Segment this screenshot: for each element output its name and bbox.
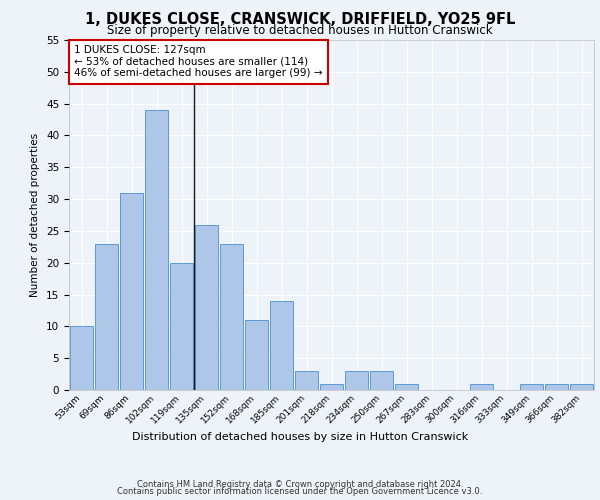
Text: Contains HM Land Registry data © Crown copyright and database right 2024.: Contains HM Land Registry data © Crown c… [137,480,463,489]
Text: 1 DUKES CLOSE: 127sqm
← 53% of detached houses are smaller (114)
46% of semi-det: 1 DUKES CLOSE: 127sqm ← 53% of detached … [74,46,323,78]
Bar [295,371,318,390]
Bar [570,384,593,390]
Text: Size of property relative to detached houses in Hutton Cranswick: Size of property relative to detached ho… [107,24,493,37]
Text: Distribution of detached houses by size in Hutton Cranswick: Distribution of detached houses by size … [132,432,468,442]
Bar [395,384,418,390]
Bar [145,110,168,390]
Bar [320,384,343,390]
Bar [220,244,243,390]
Bar [520,384,543,390]
Bar [70,326,93,390]
Bar [270,301,293,390]
Bar [545,384,568,390]
Text: 1, DUKES CLOSE, CRANSWICK, DRIFFIELD, YO25 9FL: 1, DUKES CLOSE, CRANSWICK, DRIFFIELD, YO… [85,12,515,28]
Bar [470,384,493,390]
Bar [345,371,368,390]
Bar [120,192,143,390]
Bar [195,224,218,390]
Bar [245,320,268,390]
Y-axis label: Number of detached properties: Number of detached properties [31,133,40,297]
Text: Contains public sector information licensed under the Open Government Licence v3: Contains public sector information licen… [118,487,482,496]
Bar [370,371,393,390]
Bar [95,244,118,390]
Bar [170,262,193,390]
